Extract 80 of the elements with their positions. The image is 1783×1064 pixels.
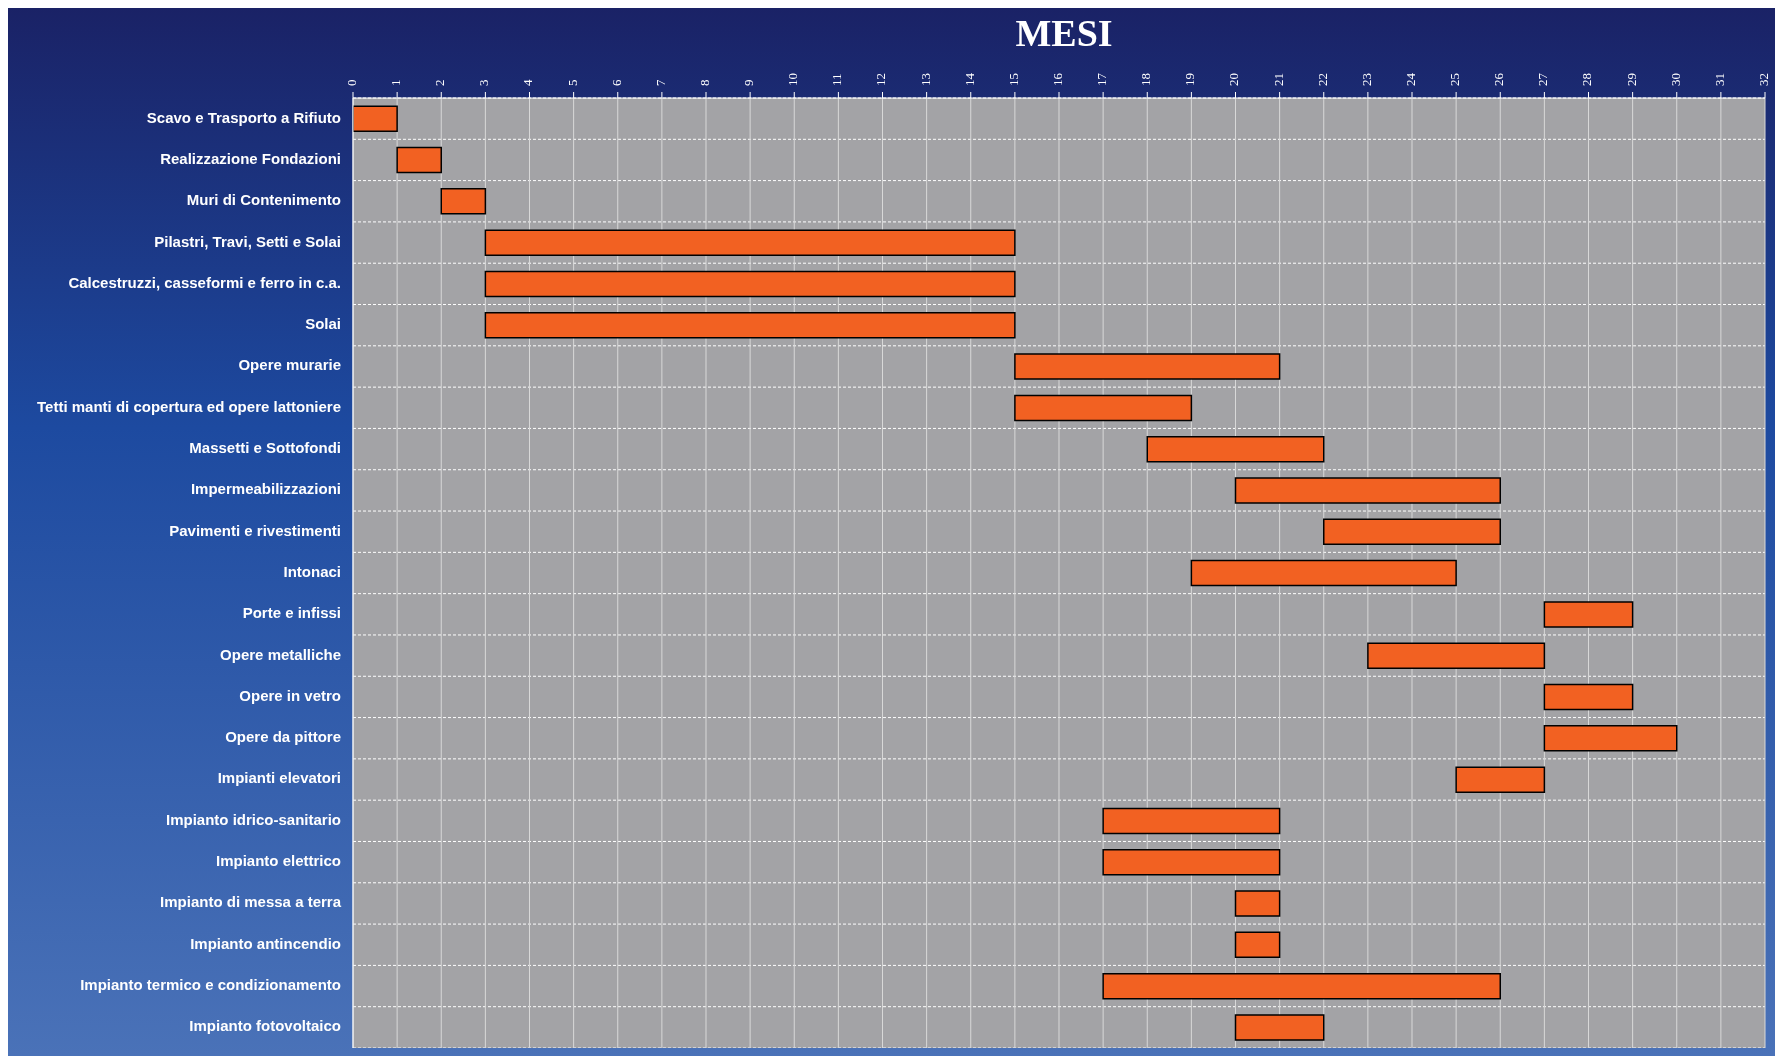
- bar: [440, 188, 487, 215]
- y-tick-label: Impermeabilizzazioni: [190, 480, 341, 498]
- y-tick-label: Opere da pittore: [225, 728, 341, 746]
- y-tick-label: Muri di Contenimento: [186, 191, 341, 209]
- x-tick-label: 27: [1535, 72, 1551, 86]
- x-tick-label: 21: [1270, 73, 1286, 86]
- bar: [1455, 766, 1546, 793]
- x-tick-label: 18: [1138, 73, 1154, 86]
- x-tick-label: 0: [343, 79, 359, 86]
- x-tick-label: 10: [785, 73, 801, 86]
- bar: [1234, 931, 1281, 959]
- y-tick-label: Pilastri, Travi, Setti e Solai: [154, 232, 341, 250]
- y-tick-label: Massetti e Sottofondi: [189, 439, 341, 457]
- chart-title: MESI: [1014, 11, 1114, 56]
- x-tick-label: 19: [1182, 73, 1198, 86]
- x-tick-label: 11: [829, 73, 845, 86]
- y-tick-label: Impianto elettrico: [215, 852, 341, 870]
- x-tick-label: 16: [1049, 72, 1065, 86]
- bar: [1323, 518, 1501, 546]
- bar: [1102, 807, 1281, 835]
- bar: [1367, 642, 1546, 669]
- bar: [1190, 559, 1457, 587]
- bar: [484, 312, 1016, 339]
- x-tick-label: 28: [1579, 73, 1595, 86]
- y-tick-label: Impianto di messa a terra: [160, 893, 342, 911]
- bar: [396, 146, 442, 174]
- x-tick-label: 6: [608, 79, 624, 86]
- y-tick-label: Opere murarie: [238, 356, 341, 374]
- x-tick-label: 1: [388, 79, 404, 86]
- y-tick-label: Impianto idrico-sanitario: [165, 810, 341, 828]
- bar: [484, 270, 1016, 298]
- x-tick-label: 15: [1005, 73, 1021, 86]
- x-tick-label: 14: [961, 72, 977, 86]
- y-tick-label: Solai: [305, 315, 341, 333]
- bar: [353, 105, 398, 133]
- x-tick-label: 31: [1711, 73, 1727, 86]
- bar: [1102, 972, 1501, 1000]
- x-tick-label: 24: [1402, 72, 1418, 86]
- x-tick-label: 26: [1491, 72, 1507, 86]
- y-tick-label: Pavimenti e rivestimenti: [169, 521, 341, 539]
- bar: [1234, 890, 1281, 917]
- x-tick-label: 7: [652, 79, 668, 86]
- bar: [1234, 1014, 1325, 1041]
- x-tick-label: 2: [432, 79, 448, 86]
- y-tick-label: Porte e infissi: [242, 604, 341, 622]
- y-tick-label: Impianto fotovoltaico: [189, 1017, 341, 1035]
- x-tick-label: 22: [1314, 73, 1330, 86]
- x-tick-label: 29: [1623, 73, 1639, 86]
- bar: [1146, 435, 1325, 463]
- bar: [1543, 601, 1634, 628]
- x-tick-label: 3: [476, 79, 492, 86]
- y-tick-label: Tetti manti di copertura ed opere lattoniere: [37, 397, 341, 415]
- y-tick-label: Realizzazione Fondazioni: [160, 149, 341, 167]
- x-tick-label: 17: [1094, 72, 1110, 86]
- bar: [1014, 394, 1193, 422]
- bar: [1543, 683, 1634, 711]
- x-tick-label: 9: [741, 79, 757, 86]
- y-tick-label: Impianto antincendio: [190, 934, 341, 952]
- x-tick-label: 12: [873, 73, 889, 86]
- x-tick-label: 32: [1755, 73, 1771, 86]
- x-tick-label: 30: [1667, 73, 1683, 86]
- x-tick-label: 13: [917, 73, 933, 86]
- bar: [484, 229, 1016, 256]
- bar: [1102, 848, 1281, 876]
- y-tick-label: Opere in vetro: [239, 686, 341, 704]
- x-tick-label: 25: [1447, 73, 1463, 86]
- x-tick-label: 8: [696, 79, 712, 86]
- bar: [1014, 353, 1281, 380]
- y-tick-label: Impianti elevatori: [217, 769, 341, 787]
- x-tick-label: 4: [520, 79, 536, 86]
- bar: [1234, 477, 1501, 504]
- y-tick-label: Scavo e Trasporto a Rifiuto: [146, 108, 341, 126]
- bar: [1543, 725, 1678, 752]
- y-tick-label: Impianto termico e condizionamento: [80, 976, 341, 994]
- y-tick-label: Opere metalliche: [220, 645, 341, 663]
- x-tick-label: 5: [564, 79, 580, 86]
- y-tick-label: Intonaci: [283, 562, 341, 580]
- x-tick-label: 20: [1226, 73, 1242, 86]
- y-tick-label: Calcestruzzi, casseformi e ferro in c.a.: [68, 273, 341, 291]
- x-tick-label: 23: [1358, 73, 1374, 86]
